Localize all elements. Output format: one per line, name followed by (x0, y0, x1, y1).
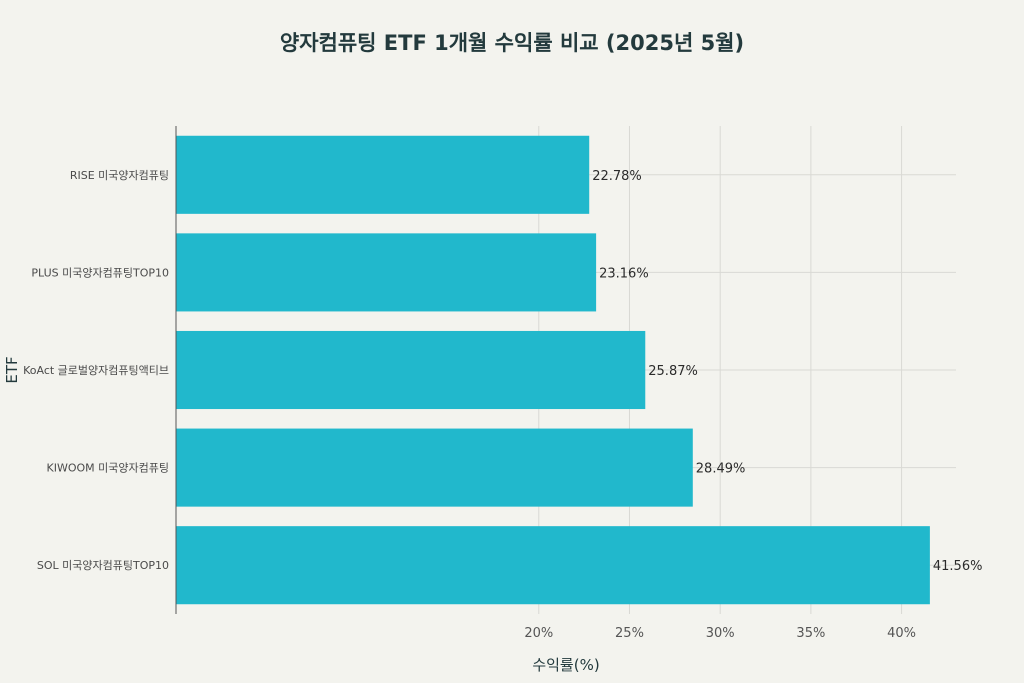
category-label: KIWOOM 미국양자컴퓨팅 (47, 462, 169, 475)
bar (176, 135, 590, 214)
y-axis-title: ETF (3, 356, 21, 383)
x-tick-label: 30% (706, 626, 735, 641)
value-label: 28.49% (696, 462, 746, 477)
category-label: SOL 미국양자컴퓨팅TOP10 (37, 559, 169, 572)
category-label: KoAct 글로벌양자컴퓨팅액티브 (23, 364, 169, 377)
value-label: 22.78% (592, 169, 642, 184)
x-tick-label: 35% (796, 626, 825, 641)
bar (176, 233, 597, 312)
value-label: 41.56% (933, 559, 983, 574)
x-tick-label: 20% (524, 626, 553, 641)
bar (176, 526, 930, 605)
bar (176, 330, 646, 410)
bar (176, 428, 693, 507)
category-label: RISE 미국양자컴퓨팅 (70, 169, 169, 182)
category-label: PLUS 미국양자컴퓨팅TOP10 (31, 266, 169, 279)
value-label: 23.16% (599, 266, 649, 281)
chart-title: 양자컴퓨팅 ETF 1개월 수익률 비교 (2025년 5월) (280, 31, 744, 55)
x-axis-title: 수익률(%) (532, 656, 599, 674)
x-tick-label: 40% (887, 626, 916, 641)
labels: 20% 25% 30% 35% 40% RISE 미국양자컴퓨팅 22.78% PLUS 미국… (23, 169, 982, 641)
x-tick-label: 25% (615, 626, 644, 641)
bars (176, 135, 930, 605)
value-label: 25.87% (648, 364, 698, 379)
